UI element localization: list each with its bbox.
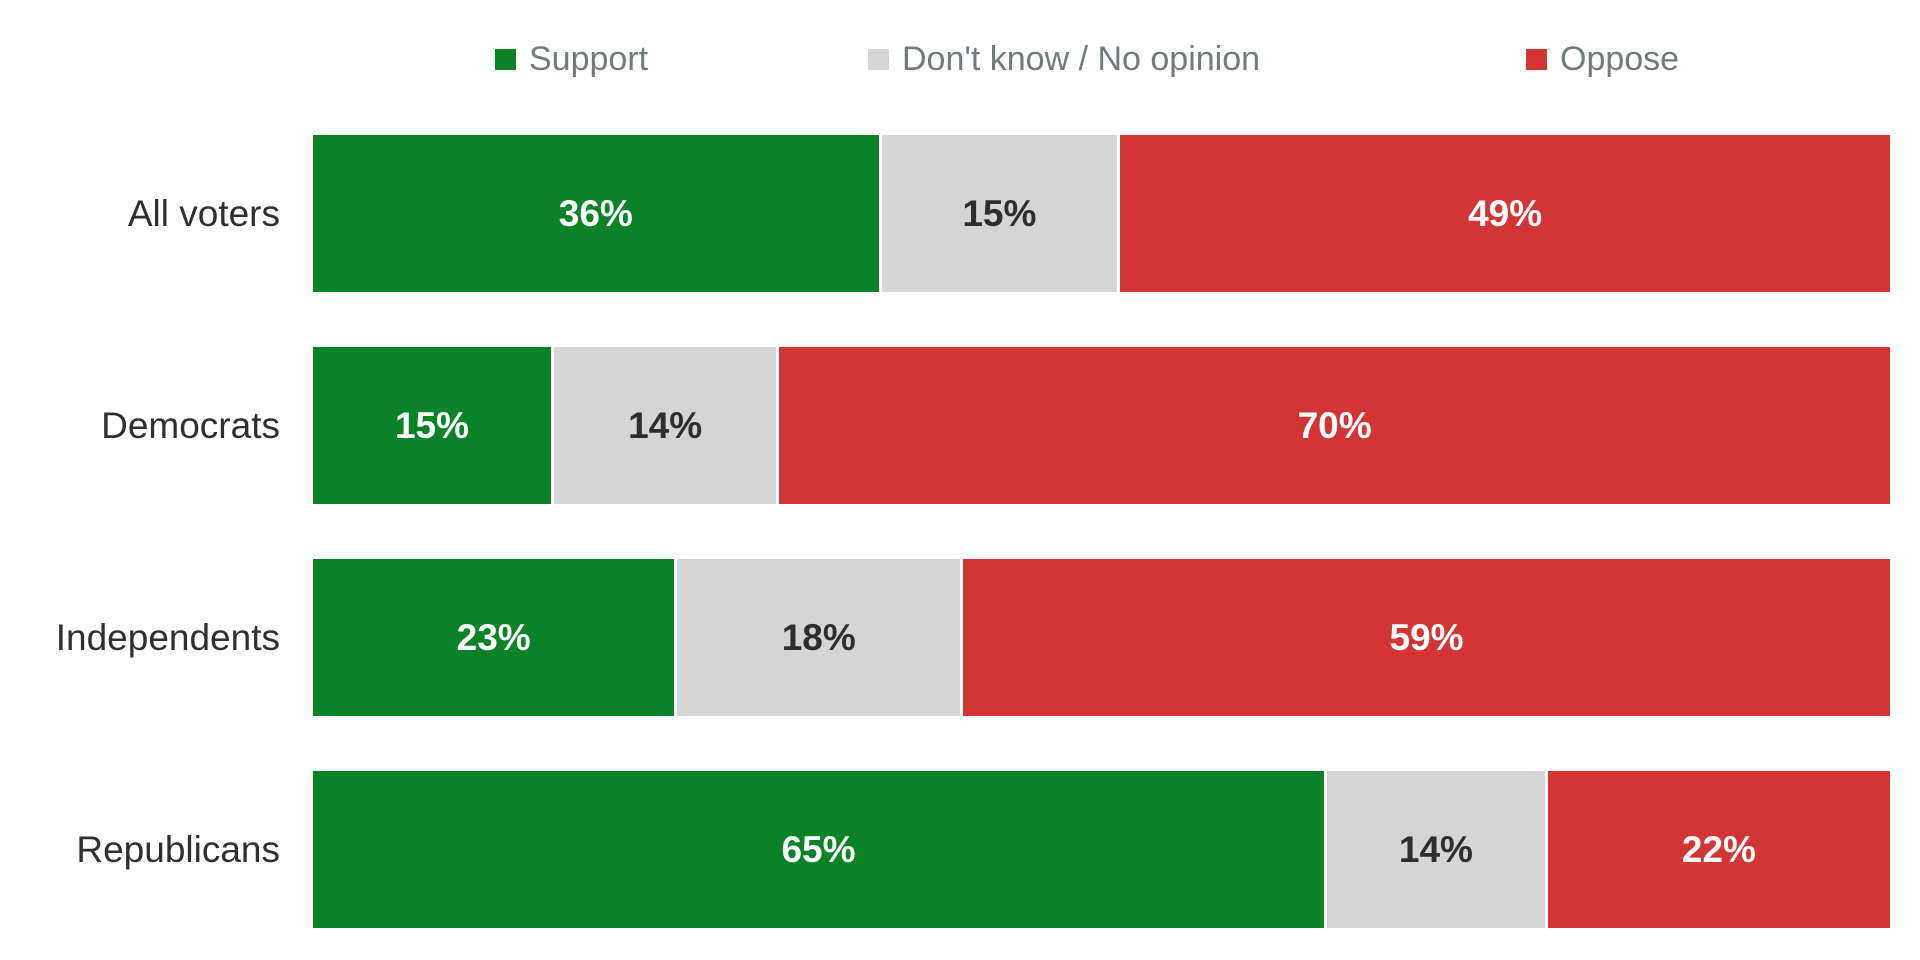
stacked-bar: 23% 18% 59%	[313, 559, 1890, 716]
legend-item-dont-know: Don't know / No opinion	[868, 36, 1260, 82]
stacked-bar: 15% 14% 70%	[313, 347, 1890, 504]
bar-segment-dont-know: 14%	[1327, 771, 1545, 928]
bar-row-democrats: Democrats 15% 14% 70%	[0, 347, 1890, 504]
chart-rows: All voters 36% 15% 49% Democrats 15%	[0, 135, 1920, 928]
stacked-bar: 65% 14% 22%	[313, 771, 1891, 928]
segment-value: 15%	[394, 404, 470, 446]
oppose-swatch-icon	[1526, 48, 1547, 70]
legend-item-oppose: Oppose	[1526, 36, 1679, 82]
segment-value: 65%	[781, 828, 856, 870]
dont-know-swatch-icon	[868, 48, 889, 70]
segment-value: 70%	[1297, 404, 1372, 446]
bar-row-all-voters: All voters 36% 15% 49%	[0, 135, 1891, 292]
legend-label-support: Support	[529, 39, 649, 78]
segment-value: 59%	[1389, 616, 1464, 658]
bar-segment-dont-know: 18%	[677, 559, 961, 716]
bar-segment-oppose: 70%	[779, 347, 1890, 504]
chart-legend: Support Don't know / No opinion Oppose	[0, 0, 1920, 135]
bar-segment-support: 65%	[313, 771, 1325, 928]
category-label: Democrats	[101, 404, 280, 446]
segment-value: 15%	[962, 192, 1037, 234]
segment-value: 14%	[1398, 828, 1473, 870]
bar-segment-support: 23%	[313, 559, 675, 716]
segment-value: 22%	[1681, 828, 1756, 870]
bar-segment-dont-know: 14%	[554, 347, 777, 504]
bar-segment-oppose: 49%	[1120, 135, 1891, 292]
bar-segment-oppose: 59%	[963, 559, 1890, 716]
segment-value: 49%	[1468, 192, 1543, 234]
bar-row-independents: Independents 23% 18% 59%	[0, 559, 1890, 716]
segment-value: 36%	[558, 192, 633, 234]
bar-segment-dont-know: 15%	[881, 135, 1118, 292]
bar-segment-support: 15%	[313, 347, 552, 504]
bar-segment-support: 36%	[313, 135, 879, 292]
bar-row-republicans: Republicans 65% 14% 22%	[0, 771, 1891, 928]
category-label: Republicans	[76, 828, 280, 870]
category-label: All voters	[127, 192, 280, 234]
legend-item-support: Support	[495, 36, 648, 82]
legend-label-dont-know: Don't know / No opinion	[902, 39, 1261, 78]
support-swatch-icon	[495, 48, 516, 70]
stacked-bar: 36% 15% 49%	[313, 135, 1891, 292]
segment-value: 18%	[781, 616, 856, 658]
segment-value: 14%	[628, 404, 703, 446]
legend-label-oppose: Oppose	[1560, 39, 1680, 78]
category-label: Independents	[55, 616, 280, 658]
segment-value: 23%	[456, 616, 531, 658]
bar-segment-oppose: 22%	[1547, 771, 1891, 928]
